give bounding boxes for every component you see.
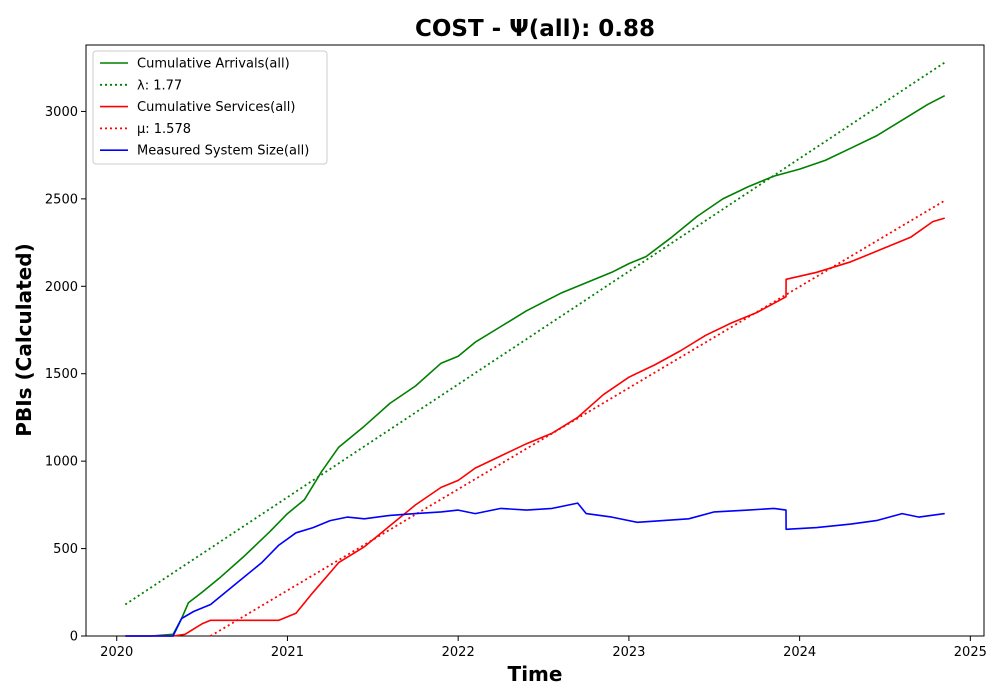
legend-label: Cumulative Services(all): [137, 100, 295, 115]
x-tick-label: 2021: [271, 645, 304, 660]
x-tick-label: 2022: [442, 645, 475, 660]
series-line-0: [125, 94, 946, 637]
series-layer: [124, 61, 946, 637]
x-tick-label: 2025: [954, 645, 987, 660]
x-axis-label: Time: [508, 662, 563, 686]
series-line-1: [124, 61, 946, 606]
y-tick-label: 2500: [45, 192, 78, 207]
legend-label: Cumulative Arrivals(all): [137, 57, 290, 72]
y-tick-label: 1000: [45, 455, 78, 470]
plot-area: [85, 44, 985, 637]
series-line-4: [125, 502, 945, 637]
y-axis: 0 500 1000 1500 2000 2500 3000: [45, 105, 86, 645]
y-tick-label: 500: [53, 542, 78, 557]
y-tick-label: 2000: [45, 280, 78, 295]
y-tick-label: 0: [70, 630, 78, 645]
legend-label: μ: 1.578: [137, 122, 191, 137]
x-axis: 2020 2021 2022 2023 2024 2025: [100, 636, 987, 660]
legend-label: Measured System Size(all): [137, 144, 309, 159]
legend: Cumulative Arrivals(all) λ: 1.77 Cumulativ…: [92, 50, 328, 165]
x-tick-label: 2020: [100, 645, 133, 660]
series-line-2: [125, 217, 945, 637]
y-tick-label: 1500: [45, 367, 78, 382]
legend-label: λ: 1.77: [137, 78, 182, 93]
x-tick-label: 2023: [612, 645, 645, 660]
y-axis-label: PBIs (Calculated): [12, 243, 36, 436]
y-tick-label: 3000: [45, 105, 78, 120]
x-tick-label: 2024: [783, 645, 816, 660]
chart-title: COST - Ψ(all): 0.88: [415, 16, 655, 42]
legend-frame: [92, 50, 328, 165]
